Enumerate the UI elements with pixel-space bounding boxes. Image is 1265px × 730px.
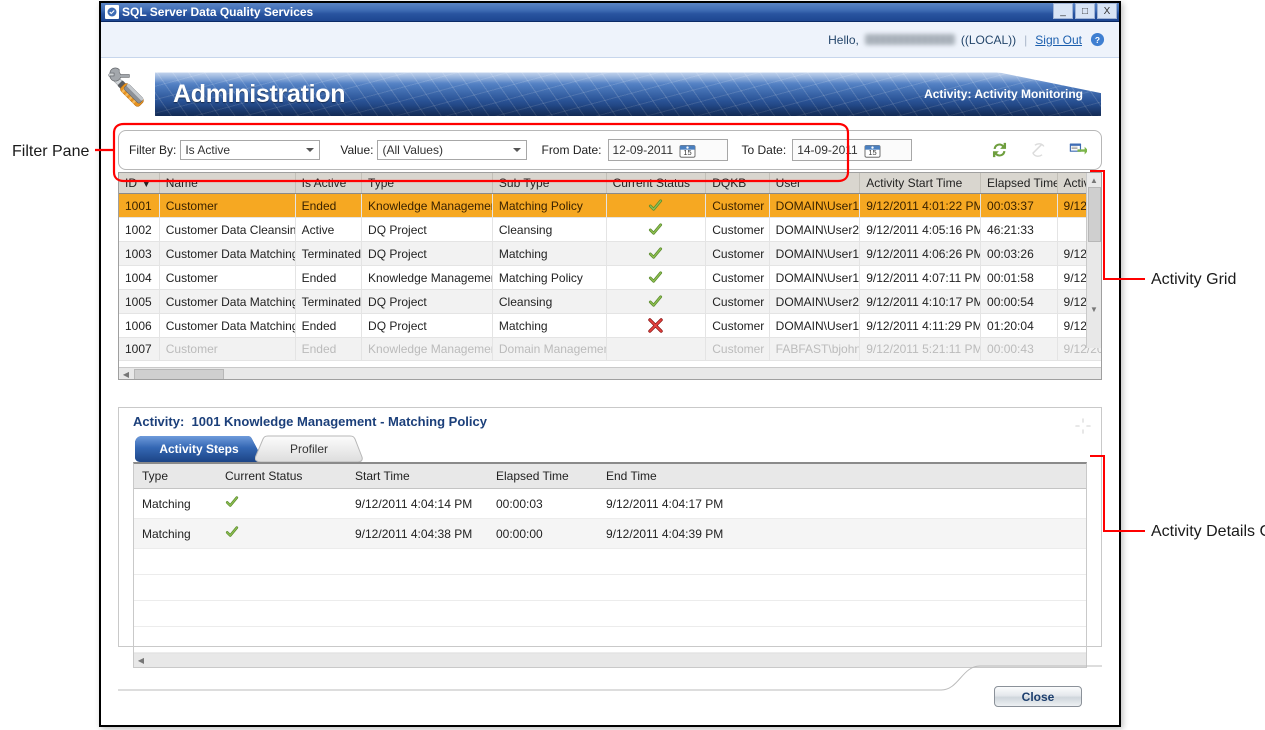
svg-text:15: 15: [868, 148, 876, 157]
svg-text:Filter Pane: Filter Pane: [12, 143, 89, 160]
svg-text:Activity Details Grid: Activity Details Grid: [1151, 523, 1265, 540]
svg-text:?: ?: [1095, 35, 1100, 45]
svg-text:15: 15: [683, 148, 691, 157]
svg-text:Activity Grid: Activity Grid: [1151, 271, 1236, 288]
